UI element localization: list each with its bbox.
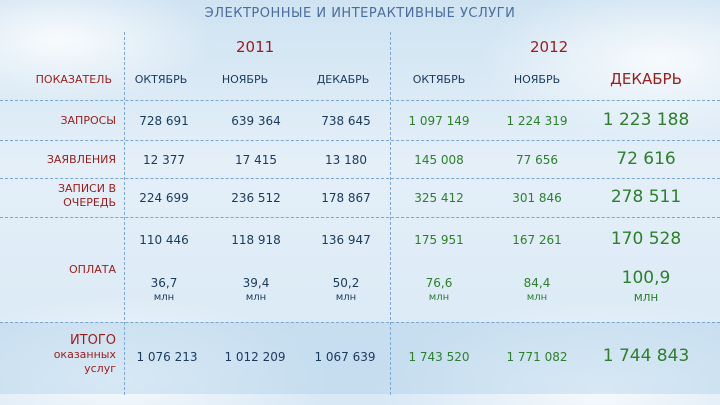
table-cell: 110 446 [139, 233, 189, 247]
amount-unit: млн [335, 292, 357, 303]
divider-row [0, 100, 720, 101]
amount-value: 39,4 [242, 276, 270, 290]
table-cell: 1 067 639 [314, 350, 376, 364]
month-header: ДЕКАБРЬ [316, 73, 370, 86]
indicator-column-header: ПОКАЗАТЕЛЬ [35, 73, 112, 86]
amount-unit: млн [526, 292, 548, 303]
amount-unit: млн [153, 292, 175, 303]
divider-label-column [124, 32, 125, 395]
row-label-total: ИТОГО оказанных услуг [0, 334, 116, 376]
amount-unit: млн [245, 292, 267, 303]
amount-value: 76,6 [425, 276, 453, 290]
table-cell: 1 012 209 [224, 350, 286, 364]
row-label-line: услуг [84, 362, 116, 375]
row-label-line: ОЧЕРЕДЬ [63, 196, 116, 209]
row-label-line: оказанных [53, 348, 116, 361]
table-cell: 236 512 [231, 191, 281, 205]
amount-value: 36,7 [150, 276, 178, 290]
table-cell: 1 224 319 [506, 114, 568, 128]
row-label-requests: ЗАПРОСЫ [60, 114, 116, 127]
table-cell: 639 364 [231, 114, 281, 128]
table-cell: 36,7 млн [124, 276, 204, 303]
table-cell: 13 180 [325, 153, 367, 167]
table-cell: 12 377 [143, 153, 185, 167]
table-cell: 1 744 843 [602, 346, 690, 366]
table-cell: 72 616 [616, 149, 676, 169]
table-cell: 100,9 млн [594, 268, 698, 304]
table-cell: 84,4 млн [496, 276, 578, 303]
table-cell: 39,4 млн [216, 276, 296, 303]
table-cell: 170 528 [610, 229, 682, 249]
table-cell: 17 415 [235, 153, 277, 167]
divider-row [0, 322, 720, 323]
table-cell: 1 097 149 [408, 114, 470, 128]
total-row-band [0, 322, 720, 394]
month-header: ОКТЯБРЬ [412, 73, 466, 86]
table-cell: 77 656 [516, 153, 558, 167]
table-cell: 325 412 [414, 191, 464, 205]
table-cell: 738 645 [321, 114, 371, 128]
divider-row [0, 178, 720, 179]
table-cell: 278 511 [610, 187, 682, 207]
month-header: НОЯБРЬ [513, 73, 561, 86]
month-header: ДЕКАБРЬ [610, 70, 682, 88]
divider-row [0, 140, 720, 141]
table-cell: 1 076 213 [136, 350, 198, 364]
amount-value: 50,2 [332, 276, 360, 290]
table-cell: 167 261 [512, 233, 562, 247]
table-cell: 301 846 [512, 191, 562, 205]
table-cell: 1 743 520 [408, 350, 470, 364]
table-cell: 136 947 [321, 233, 371, 247]
row-label-line: ЗАПИСИ В [57, 182, 116, 195]
amount-unit: млн [428, 292, 450, 303]
table-cell: 224 699 [139, 191, 189, 205]
table-cell: 50,2 млн [306, 276, 386, 303]
table-cell: 178 867 [321, 191, 371, 205]
row-label-line: ИТОГО [69, 333, 116, 348]
table-cell: 145 008 [414, 153, 464, 167]
table-cell: 76,6 млн [398, 276, 480, 303]
page-title: ЭЛЕКТРОННЫЕ И ИНТЕРАКТИВНЫЕ УСЛУГИ [204, 6, 516, 21]
amount-unit: млн [633, 290, 659, 304]
table-cell: 728 691 [139, 114, 189, 128]
amount-value: 100,9 [621, 268, 671, 288]
table-cell: 1 223 188 [602, 110, 690, 130]
amount-value: 84,4 [523, 276, 551, 290]
table-cell: 1 771 082 [506, 350, 568, 364]
divider-year-column [390, 32, 391, 395]
month-header: НОЯБРЬ [221, 73, 269, 86]
year-2012-header: 2012 [530, 38, 569, 56]
divider-row [0, 217, 720, 218]
row-label-applications: ЗАЯВЛЕНИЯ [46, 153, 116, 166]
row-label-payment: ОПЛАТА [69, 263, 116, 276]
year-2011-header: 2011 [236, 38, 275, 56]
table-cell: 118 918 [231, 233, 281, 247]
table-cell: 175 951 [414, 233, 464, 247]
row-label-queue: ЗАПИСИ В ОЧЕРЕДЬ [0, 182, 116, 210]
month-header: ОКТЯБРЬ [134, 73, 188, 86]
